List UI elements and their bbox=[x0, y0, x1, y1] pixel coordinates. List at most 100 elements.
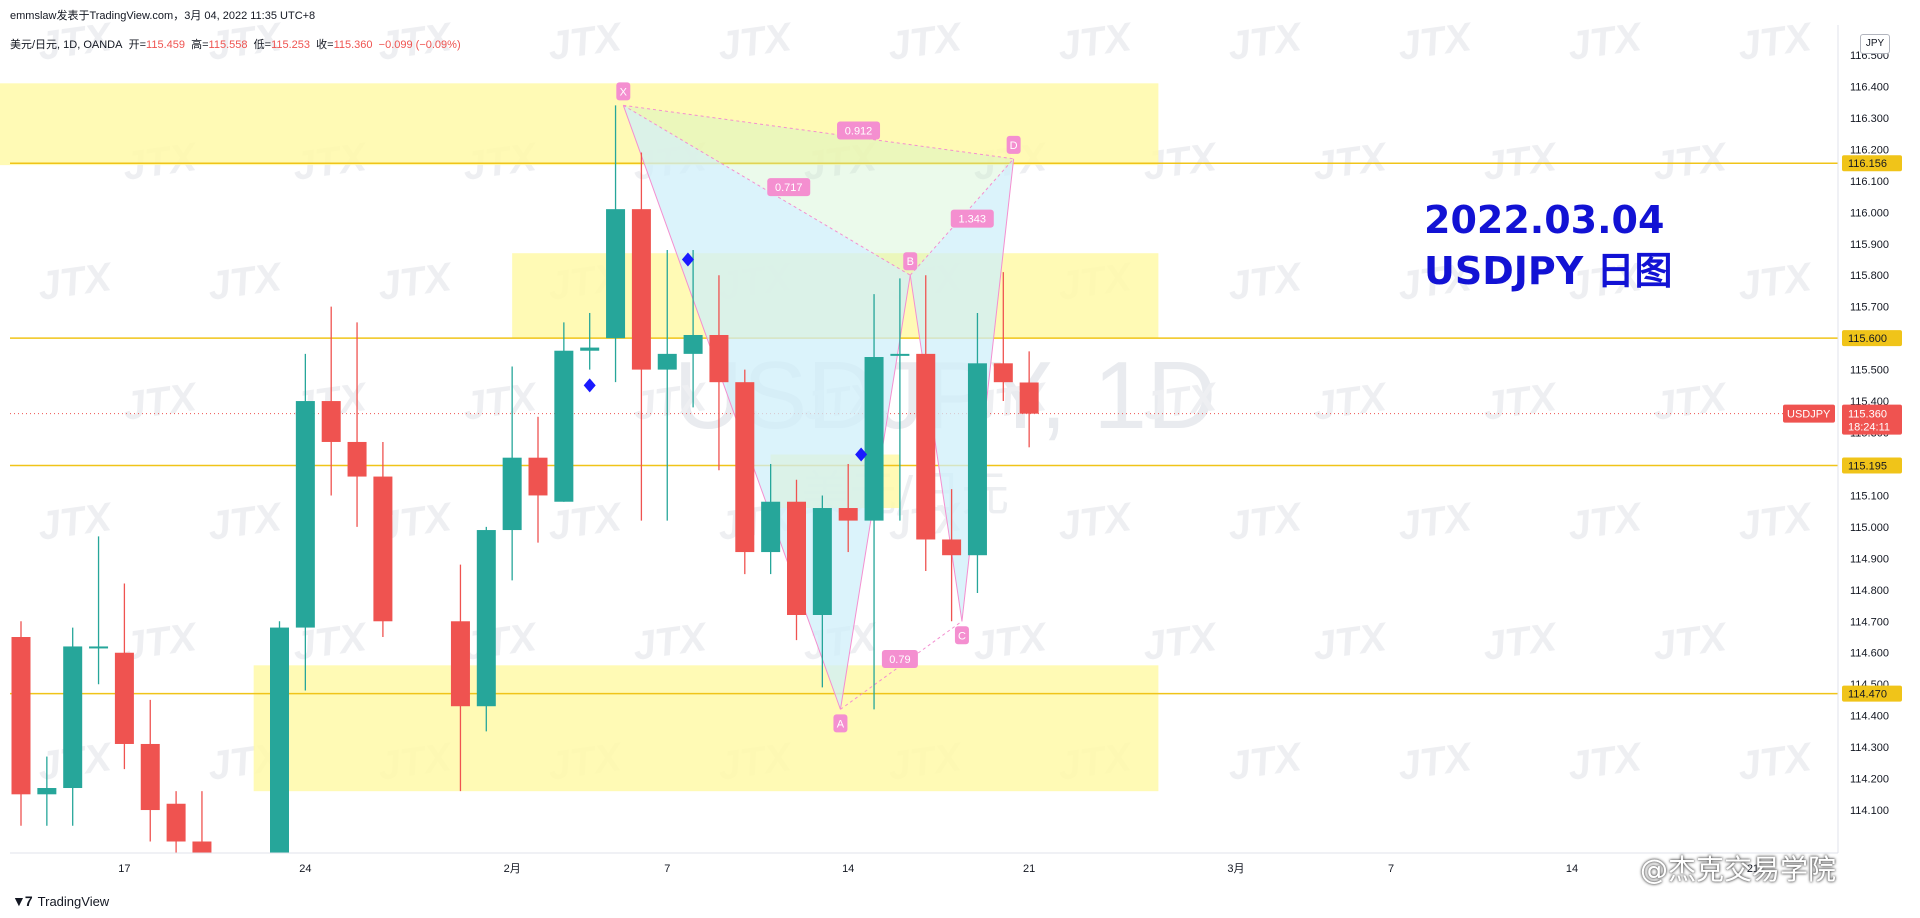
candle-body bbox=[683, 334, 703, 354]
candle[interactable] bbox=[683, 250, 703, 408]
watermark-logo: JTX bbox=[460, 615, 541, 669]
candle-body bbox=[37, 788, 57, 795]
candle-body bbox=[735, 382, 755, 553]
candle[interactable] bbox=[942, 489, 962, 622]
candle[interactable] bbox=[37, 756, 57, 826]
candle[interactable] bbox=[890, 278, 910, 521]
candle-body bbox=[864, 357, 884, 521]
watermark-logo: JTX bbox=[970, 615, 1051, 669]
current-price-label: 115.360 bbox=[1848, 409, 1887, 421]
candle[interactable] bbox=[140, 699, 160, 842]
candle-body bbox=[140, 743, 160, 811]
candle[interactable] bbox=[295, 353, 315, 691]
candle[interactable] bbox=[502, 366, 522, 581]
candle-body bbox=[347, 441, 367, 477]
watermark-logo: JTX bbox=[460, 375, 541, 429]
candle-body bbox=[11, 637, 31, 795]
candle-body bbox=[528, 457, 548, 496]
candles-layer[interactable] bbox=[11, 105, 1039, 853]
watermark-logo: JTX bbox=[1735, 15, 1816, 69]
candle[interactable] bbox=[606, 105, 626, 383]
candle-body bbox=[554, 350, 574, 502]
diamond-marker-icon bbox=[855, 447, 868, 462]
harmonic-leg bbox=[909, 275, 963, 622]
diamond-marker-icon bbox=[681, 252, 694, 267]
candle[interactable] bbox=[761, 463, 781, 575]
watermark-logo: JTX bbox=[1140, 375, 1221, 429]
y-tick-label: 114.100 bbox=[1850, 805, 1889, 817]
x-tick-label: 7 bbox=[664, 863, 670, 875]
candle[interactable] bbox=[528, 416, 548, 543]
candle[interactable] bbox=[114, 583, 134, 770]
change-value: −0.099 (−0.09%) bbox=[378, 39, 461, 51]
candle-body bbox=[812, 508, 832, 615]
candle-body bbox=[114, 652, 134, 744]
harmonic-leg bbox=[623, 104, 911, 276]
y-tick-label: 115.800 bbox=[1850, 270, 1889, 282]
currency-button[interactable]: JPY bbox=[1860, 34, 1890, 54]
level-price-label: 116.156 bbox=[1848, 158, 1887, 170]
time-axis[interactable] bbox=[0, 853, 1920, 883]
y-tick-label: 114.600 bbox=[1850, 648, 1889, 660]
candle[interactable] bbox=[192, 791, 212, 853]
tradingview-brand[interactable]: ▼7 TradingView bbox=[12, 893, 109, 909]
candle[interactable] bbox=[1019, 351, 1039, 448]
candle[interactable] bbox=[838, 463, 858, 553]
candle-body bbox=[967, 363, 987, 556]
axes-layer: 114.100114.200114.300114.400114.500114.6… bbox=[0, 25, 1920, 883]
candle[interactable] bbox=[967, 312, 987, 593]
candle[interactable] bbox=[270, 621, 289, 853]
watermark-logo: JTX bbox=[545, 495, 626, 549]
watermark-logo: JTX bbox=[120, 375, 201, 429]
candle[interactable] bbox=[63, 627, 83, 826]
candle[interactable] bbox=[347, 322, 367, 527]
watermark-logo: JTX bbox=[1395, 735, 1476, 789]
supply-demand-zone bbox=[0, 83, 1159, 166]
candle[interactable] bbox=[709, 275, 729, 471]
candle-body bbox=[89, 646, 109, 649]
y-tick-label: 115.100 bbox=[1850, 490, 1889, 502]
level-price-label: 115.600 bbox=[1848, 333, 1887, 345]
candle[interactable] bbox=[166, 791, 186, 853]
candle-body bbox=[192, 841, 212, 853]
candle[interactable] bbox=[916, 275, 936, 571]
candle[interactable] bbox=[993, 272, 1013, 402]
harmonic-point-label: C bbox=[958, 630, 966, 642]
watermark-logo: JTX bbox=[375, 255, 456, 309]
candle[interactable] bbox=[11, 621, 31, 826]
current-price-tag bbox=[1842, 404, 1902, 435]
candle[interactable] bbox=[580, 312, 600, 370]
candle[interactable] bbox=[735, 369, 755, 575]
candle[interactable] bbox=[476, 526, 496, 732]
watermark-logo: JTX bbox=[1565, 15, 1646, 69]
watermark-logo: JTX bbox=[1480, 375, 1561, 429]
x-tick-label: 24 bbox=[299, 863, 311, 875]
level-price-label: 115.195 bbox=[1848, 461, 1887, 473]
harmonic-point-badge bbox=[1006, 135, 1021, 154]
candle[interactable] bbox=[89, 536, 109, 685]
harmonic-point-badge bbox=[903, 252, 918, 271]
candle-body bbox=[166, 803, 186, 842]
candle[interactable] bbox=[631, 152, 651, 521]
diamond-marker-icon bbox=[583, 378, 596, 393]
watermark-logo: JTX bbox=[1310, 135, 1391, 189]
watermark-logo: JTX bbox=[35, 495, 116, 549]
candle[interactable] bbox=[657, 250, 677, 521]
watermark-logo: JTX bbox=[205, 255, 286, 309]
watermark-logo: JTX bbox=[1395, 15, 1476, 69]
x-tick-label: 17 bbox=[118, 863, 130, 875]
candle[interactable] bbox=[373, 441, 393, 638]
candle[interactable] bbox=[321, 306, 341, 496]
candle[interactable] bbox=[812, 495, 832, 688]
candle-body bbox=[63, 646, 83, 789]
candle[interactable] bbox=[864, 294, 884, 710]
candle[interactable] bbox=[554, 322, 574, 502]
y-tick-label: 115.900 bbox=[1850, 239, 1889, 251]
candle[interactable] bbox=[450, 564, 470, 792]
watermark-logo: JTX bbox=[630, 375, 711, 429]
y-tick-label: 115.000 bbox=[1850, 522, 1889, 534]
harmonic-ratio-label: 0.79 bbox=[889, 654, 910, 666]
candle[interactable] bbox=[787, 479, 806, 641]
x-tick-label: 14 bbox=[1566, 863, 1578, 875]
